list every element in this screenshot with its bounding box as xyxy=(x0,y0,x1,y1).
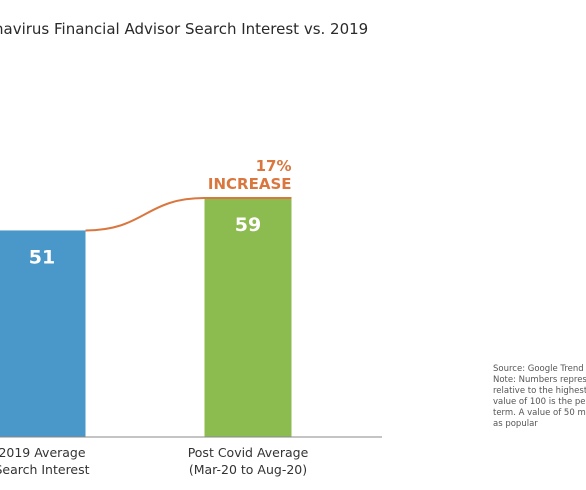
category-label: Search Interest xyxy=(0,462,90,477)
source-note-line: value of 100 is the pea xyxy=(493,397,586,407)
source-note-line: as popular xyxy=(493,419,538,429)
bar-1 xyxy=(0,230,86,437)
increase-curve xyxy=(85,197,292,232)
source-note-line: Note: Numbers repres xyxy=(493,375,586,385)
source-note: Source: Google Trend Note: Numbers repres… xyxy=(493,364,586,430)
source-note-line: Source: Google Trend xyxy=(493,364,584,374)
increase-annotation: INCREASE xyxy=(208,175,292,193)
category-label: 2019 Average xyxy=(0,445,86,460)
increase-annotation: 17% xyxy=(256,157,292,175)
category-label: (Mar-20 to Aug-20) xyxy=(189,462,307,477)
category-label: Post Covid Average xyxy=(188,445,309,460)
bar-value-label: 59 xyxy=(235,214,261,236)
bar-2 xyxy=(204,198,292,437)
source-note-line: term. A value of 50 m xyxy=(493,408,586,418)
chart-title: navirus Financial Advisor Search Interes… xyxy=(0,20,369,38)
bar-value-label: 51 xyxy=(29,246,55,268)
source-note-line: relative to the highest xyxy=(493,386,586,396)
